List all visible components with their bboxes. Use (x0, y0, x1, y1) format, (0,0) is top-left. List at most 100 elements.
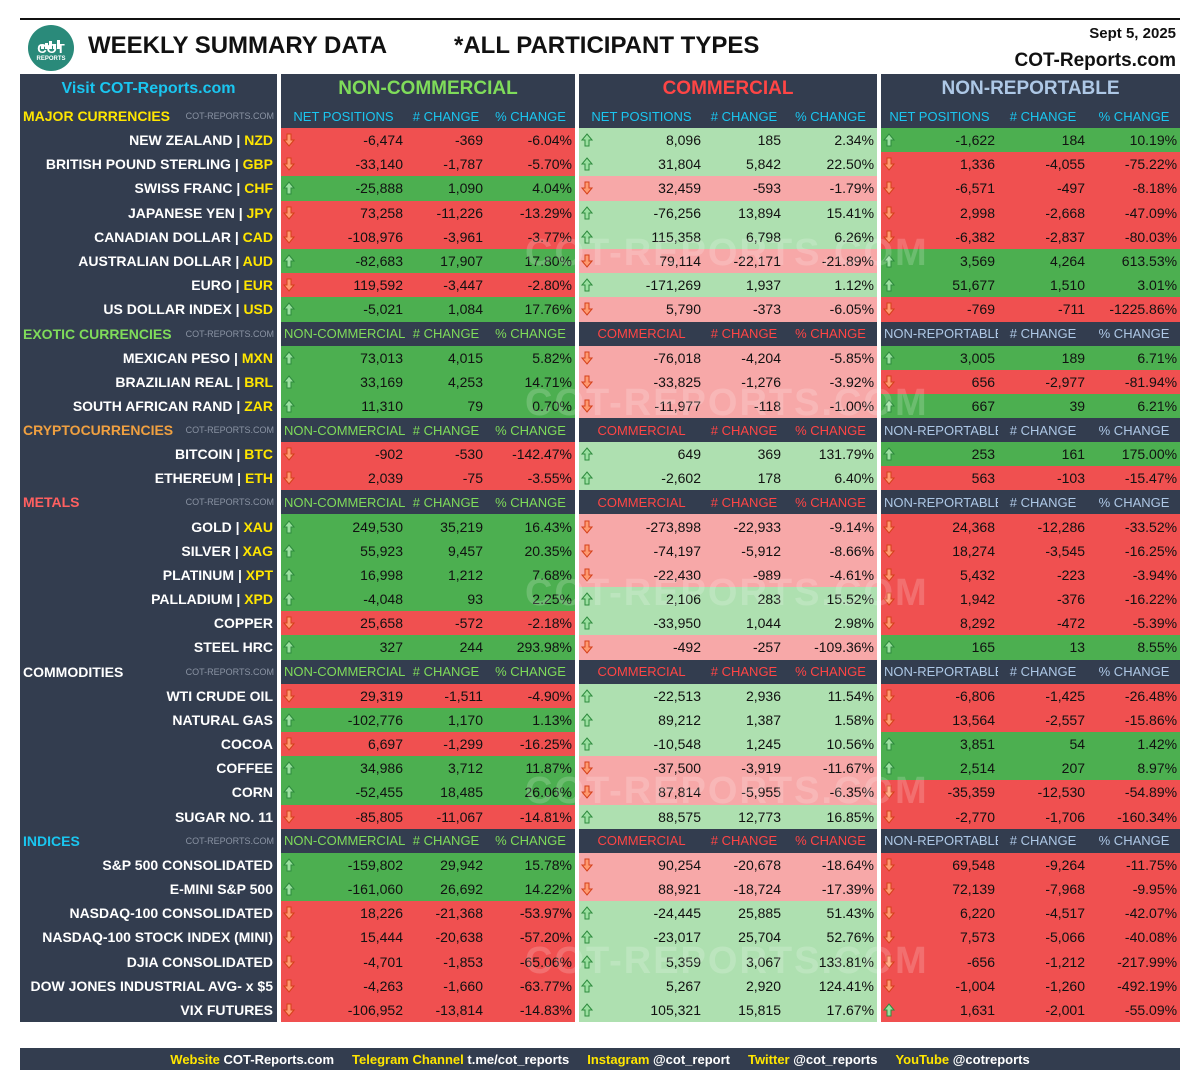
trend-arrow-cell (277, 780, 298, 805)
change-value: 5,842 (704, 152, 784, 177)
arrow-down-icon (883, 906, 896, 920)
instrument-name: SILVER | (181, 542, 243, 559)
percent-change-value: 293.98% (486, 635, 575, 660)
percent-change-value: -65.06% (486, 949, 575, 974)
instrument-name: NASDAQ-100 STOCK INDEX (MINI) (42, 929, 273, 946)
arrow-down-icon (883, 930, 896, 945)
arrow-up-icon (283, 640, 295, 654)
trend-arrow-cell (575, 393, 596, 419)
change-value: -1,212 (998, 949, 1089, 974)
change-value: 3,712 (406, 756, 486, 781)
report-header: COT REPORTS WEEKLY SUMMARY DATA *ALL PAR… (20, 20, 1180, 74)
change-value: -4,204 (704, 345, 784, 370)
change-value: -12,286 (998, 514, 1089, 539)
section-watermark-tag: COT-REPORTS.COM (185, 425, 274, 436)
trend-arrow-cell (877, 901, 899, 926)
net-position-value: -6,806 (898, 683, 999, 708)
net-position-value: 31,804 (596, 152, 704, 177)
table-row: CANADIAN DOLLAR | CAD -108,976 -3,961 -3.77… (20, 224, 1181, 249)
net-position-value: 73,258 (298, 200, 406, 225)
section-watermark-tag: COT-REPORTS.COM (185, 666, 274, 677)
section-name: EXOTIC CURRENCIES (23, 325, 172, 342)
change-value: 39 (998, 393, 1089, 419)
arrow-down-icon (883, 206, 896, 220)
trend-arrow-cell (877, 297, 899, 322)
net-position-value: 5,790 (596, 297, 704, 322)
trend-arrow-cell (877, 852, 899, 877)
table-row: COCOA 6,697 -1,299 -16.25% -10,548 1,245 10.56… (20, 731, 1181, 757)
footer-link[interactable]: Twitter @cot_reports (748, 1052, 877, 1067)
percent-change-value: -3.55% (486, 466, 575, 491)
column-header: % CHANGE (486, 490, 575, 515)
percent-change-value: -17.39% (784, 876, 878, 902)
footer-link[interactable]: Instagram @cot_report (587, 1052, 730, 1067)
instrument-name: JAPANESE YEN | (127, 204, 247, 221)
table-row: ETHEREUM | ETH 2,039 -75 -3.55% -2,602 178 6.4… (20, 466, 1181, 491)
trend-arrow-cell (277, 683, 298, 708)
trend-arrow-cell (575, 128, 596, 153)
instrument-label: COCOA (20, 731, 277, 757)
section-header-row: INDICES COT-REPORTS.COM NON-COMMERCIAL # CH… (20, 828, 1181, 853)
instrument-label: NATURAL GAS (20, 707, 277, 732)
change-value: -711 (998, 297, 1089, 322)
table-row: US DOLLAR INDEX | USD -5,021 1,084 17.76% 5,… (20, 297, 1181, 322)
trend-arrow-cell (277, 538, 298, 563)
instrument-name: SWISS FRANC | (134, 180, 245, 197)
footer-link-key: Website (170, 1051, 224, 1067)
change-value: 25,885 (704, 901, 784, 926)
footer-link-key: Twitter (747, 1051, 794, 1067)
percent-change-value: -47.09% (1088, 200, 1181, 225)
column-header: % CHANGE (784, 104, 878, 128)
net-position-value: -1,622 (898, 128, 999, 153)
percent-change-value: -21.89% (784, 248, 878, 274)
net-position-value: 51,677 (898, 273, 999, 298)
change-value: 1,170 (406, 707, 486, 732)
net-position-value: 2,514 (898, 756, 999, 781)
change-value: -373 (704, 297, 784, 322)
trend-arrow-cell (277, 393, 298, 419)
column-header: # CHANGE (704, 828, 784, 853)
net-position-value: -273,898 (596, 514, 704, 539)
change-value: -2,837 (998, 224, 1089, 249)
percent-change-value: 4.04% (486, 176, 575, 201)
trend-arrow-cell (575, 901, 596, 926)
instrument-label: CANADIAN DOLLAR | CAD (20, 224, 277, 249)
trend-arrow-cell (277, 949, 298, 974)
column-header: NET POSITIONS (277, 104, 406, 128)
instrument-name: PALLADIUM | (151, 591, 245, 608)
percent-change-value: -160.34% (1088, 804, 1181, 829)
footer-link[interactable]: YouTube @cotreports (895, 1052, 1029, 1067)
net-position-value: 8,292 (898, 611, 999, 636)
trend-arrow-cell (277, 200, 298, 225)
arrow-down-icon (883, 689, 896, 703)
footer-link[interactable]: Telegram Channel t.me/cot_reports (352, 1052, 569, 1067)
table-row: STEEL HRC 327 244 293.98% -492 -257 -109.36% 16… (20, 635, 1181, 660)
instrument-code: NZD (244, 132, 273, 149)
instrument-name: EURO | (191, 277, 244, 294)
net-position-value: -902 (298, 442, 406, 467)
percent-change-value: -11.75% (1088, 852, 1181, 877)
net-position-value: -82,683 (298, 248, 406, 274)
section-watermark-tag: COT-REPORTS.COM (185, 835, 274, 846)
table-row: S&P 500 CONSOLIDATED -159,802 29,942 15.78%… (20, 852, 1181, 877)
percent-change-value: -14.83% (486, 997, 575, 1022)
arrow-down-icon (883, 713, 896, 727)
change-value: -497 (998, 176, 1089, 201)
instrument-label: WTI CRUDE OIL (20, 683, 277, 708)
instrument-name: NATURAL GAS (172, 711, 273, 728)
visit-link[interactable]: Visit COT-Reports.com (20, 74, 277, 104)
net-position-value: 5,267 (596, 973, 704, 998)
instrument-name: COPPER (213, 615, 273, 632)
column-header: # CHANGE (704, 104, 784, 128)
table-row: EURO | EUR 119,592 -3,447 -2.80% -171,269 1,9… (20, 273, 1181, 298)
net-position-value: -6,474 (298, 128, 406, 153)
instrument-name: WTI CRUDE OIL (166, 687, 273, 704)
footer-link[interactable]: Website COT-Reports.com (170, 1052, 334, 1067)
net-position-value: -656 (898, 949, 999, 974)
trend-arrow-cell (277, 345, 298, 370)
change-value: 1,245 (704, 731, 784, 757)
trend-arrow-cell (877, 707, 899, 732)
arrow-up-icon (581, 713, 593, 727)
section-title-cell: METALS COT-REPORTS.COM (20, 490, 277, 515)
column-header: % CHANGE (486, 659, 575, 684)
